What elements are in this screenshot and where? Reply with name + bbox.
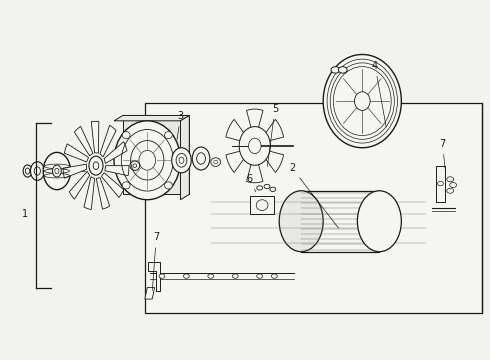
Polygon shape: [226, 120, 246, 141]
Ellipse shape: [447, 177, 454, 182]
Text: 1: 1: [22, 209, 28, 219]
Ellipse shape: [248, 138, 261, 154]
Polygon shape: [264, 150, 284, 172]
Ellipse shape: [55, 168, 59, 174]
Ellipse shape: [179, 157, 184, 163]
Bar: [301, 191, 379, 252]
Polygon shape: [145, 288, 155, 299]
Ellipse shape: [34, 167, 40, 175]
Ellipse shape: [172, 148, 191, 173]
Ellipse shape: [89, 156, 103, 175]
Polygon shape: [64, 144, 89, 162]
Ellipse shape: [323, 54, 401, 148]
Ellipse shape: [354, 92, 370, 111]
Ellipse shape: [271, 274, 277, 278]
Ellipse shape: [159, 274, 165, 278]
Ellipse shape: [176, 153, 187, 167]
Ellipse shape: [93, 162, 99, 170]
Polygon shape: [63, 164, 87, 178]
Ellipse shape: [122, 132, 130, 139]
Polygon shape: [226, 150, 246, 172]
Ellipse shape: [211, 158, 220, 166]
Ellipse shape: [130, 161, 140, 170]
Ellipse shape: [357, 191, 401, 252]
Bar: [436, 166, 445, 202]
Polygon shape: [114, 116, 189, 121]
Polygon shape: [104, 142, 127, 163]
Ellipse shape: [232, 274, 238, 278]
Polygon shape: [91, 121, 99, 153]
Ellipse shape: [208, 274, 214, 278]
Polygon shape: [101, 173, 123, 198]
Polygon shape: [246, 160, 263, 183]
Polygon shape: [180, 116, 189, 200]
Text: 3: 3: [177, 111, 184, 140]
Ellipse shape: [43, 152, 71, 190]
Bar: [250, 196, 274, 214]
Text: 7: 7: [440, 139, 446, 168]
Text: 2: 2: [289, 163, 339, 228]
Polygon shape: [123, 116, 189, 194]
Polygon shape: [74, 126, 93, 156]
Ellipse shape: [331, 67, 340, 73]
Ellipse shape: [23, 165, 32, 177]
Ellipse shape: [183, 274, 189, 278]
Polygon shape: [69, 171, 90, 199]
Text: 4: 4: [372, 61, 386, 127]
Ellipse shape: [438, 181, 443, 186]
Ellipse shape: [338, 67, 347, 73]
Ellipse shape: [450, 183, 457, 188]
Ellipse shape: [133, 164, 137, 167]
Polygon shape: [105, 166, 129, 176]
Polygon shape: [96, 177, 110, 209]
Ellipse shape: [264, 184, 270, 189]
Ellipse shape: [114, 121, 180, 200]
Ellipse shape: [257, 274, 263, 278]
Ellipse shape: [257, 186, 263, 190]
Ellipse shape: [196, 153, 205, 164]
Polygon shape: [246, 109, 263, 131]
Ellipse shape: [25, 168, 30, 174]
Polygon shape: [264, 120, 284, 141]
Ellipse shape: [192, 147, 210, 170]
Ellipse shape: [165, 132, 172, 139]
Polygon shape: [100, 125, 116, 157]
Text: 7: 7: [152, 232, 159, 290]
Ellipse shape: [165, 182, 172, 189]
Text: 5: 5: [268, 104, 278, 166]
Text: 6: 6: [246, 174, 256, 192]
Polygon shape: [84, 177, 95, 210]
Ellipse shape: [279, 191, 323, 252]
Polygon shape: [145, 103, 482, 313]
Ellipse shape: [214, 160, 218, 164]
Ellipse shape: [447, 188, 454, 193]
Ellipse shape: [239, 127, 270, 165]
Ellipse shape: [30, 162, 44, 180]
Ellipse shape: [122, 182, 130, 189]
Ellipse shape: [52, 165, 61, 177]
Ellipse shape: [270, 187, 276, 192]
Polygon shape: [148, 262, 160, 291]
